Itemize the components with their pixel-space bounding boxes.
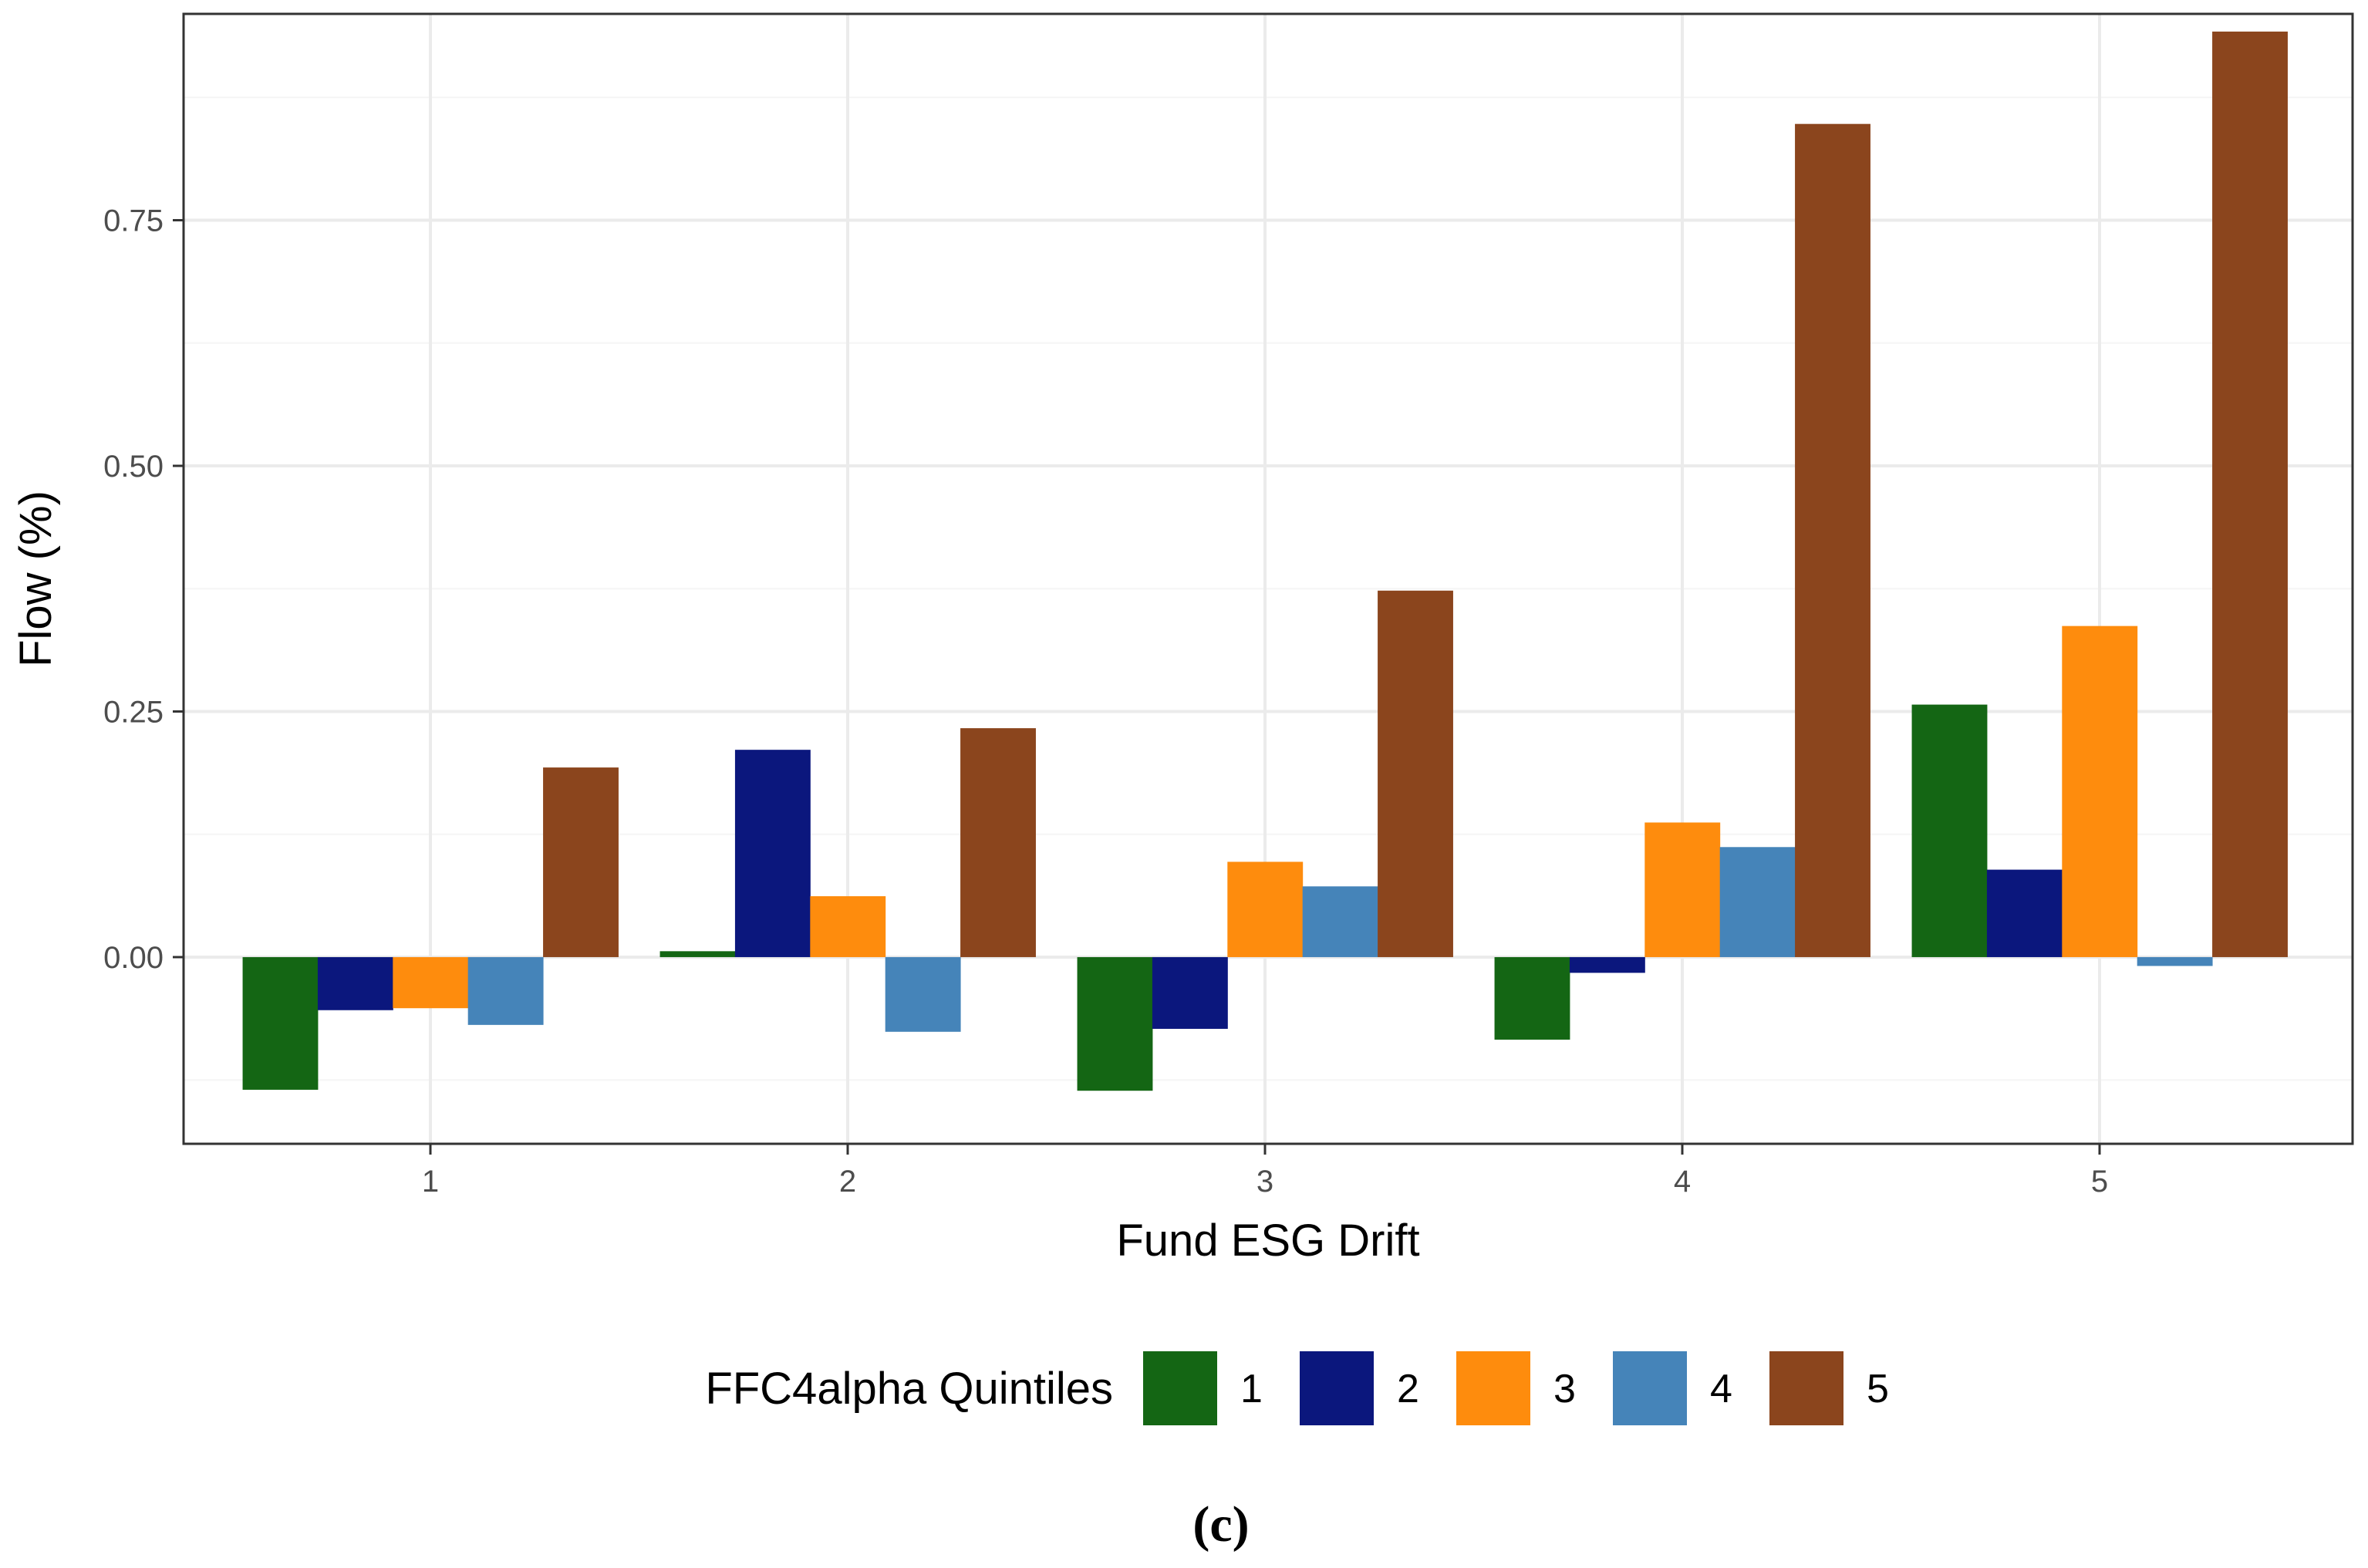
legend-key-1 (1143, 1351, 1217, 1425)
bar-cat5-series2 (1986, 869, 2063, 957)
bar-cat2-series5 (960, 728, 1036, 957)
y-tick-label: 0.00 (103, 941, 164, 975)
bar-cat1-series1 (242, 956, 319, 1090)
legend-key-2 (1300, 1351, 1374, 1425)
bar-cat4-series3 (1644, 822, 1721, 957)
bar-cat4-series4 (1719, 847, 1796, 957)
bars-layer (242, 31, 2288, 1091)
bar-cat2-series2 (734, 750, 811, 957)
y-tick-label: 0.25 (103, 695, 164, 729)
legend-label-5: 5 (1867, 1367, 1889, 1411)
y-tick-label: 0.75 (103, 204, 164, 238)
x-tick-label: 1 (422, 1165, 439, 1199)
y-tick-label: 0.50 (103, 450, 164, 484)
bar-cat5-series5 (2212, 31, 2288, 957)
bar-cat2-series4 (885, 956, 961, 1032)
bar-cat1-series5 (543, 767, 619, 957)
legend-items: 1 2 3 4 5 (1143, 1351, 1889, 1425)
legend-label-3: 3 (1553, 1367, 1576, 1411)
legend-title: FFC4alpha Quintiles (705, 1364, 1113, 1414)
legend-label-1: 1 (1240, 1367, 1263, 1411)
x-tick-label: 5 (2091, 1165, 2108, 1199)
bar-cat3-series3 (1227, 862, 1304, 957)
legend-label-4: 4 (1710, 1367, 1732, 1411)
bar-cat4-series1 (1494, 956, 1570, 1040)
bar-cat3-series4 (1302, 886, 1378, 957)
x-tick-label: 3 (1257, 1165, 1273, 1199)
axis-layer: 0.00 0.25 0.50 0.75 1 2 3 4 5 (103, 204, 2108, 1199)
legend-key-4 (1613, 1351, 1687, 1425)
x-axis-title: Fund ESG Drift (1116, 1216, 1419, 1266)
legend: FFC4alpha Quintiles 1 2 3 4 5 (705, 1351, 1889, 1425)
bar-cat3-series2 (1152, 956, 1228, 1029)
legend-label-2: 2 (1397, 1367, 1419, 1411)
y-axis-title: Flow (%) (11, 491, 61, 667)
legend-key-3 (1456, 1351, 1530, 1425)
bar-cat4-series5 (1795, 123, 1870, 957)
panel-border (182, 12, 2354, 1145)
bar-cat2-series3 (810, 895, 886, 957)
bar-cat5-series1 (1911, 704, 1988, 957)
bar-cat1-series3 (393, 956, 469, 1009)
legend-key-5 (1769, 1351, 1843, 1425)
bar-cat1-series2 (317, 956, 393, 1010)
x-tick-label: 4 (1674, 1165, 1691, 1199)
bar-cat5-series4 (2137, 956, 2213, 966)
bar-cat3-series1 (1077, 956, 1153, 1091)
bar-cat2-series1 (659, 951, 736, 957)
x-tick-label: 2 (839, 1165, 856, 1199)
bar-cat5-series3 (2062, 626, 2138, 957)
bar-cat3-series5 (1378, 590, 1453, 957)
bar-cat4-series2 (1569, 956, 1645, 973)
bar-cat1-series4 (467, 956, 544, 1025)
figure-caption: (c) (1192, 1496, 1249, 1553)
